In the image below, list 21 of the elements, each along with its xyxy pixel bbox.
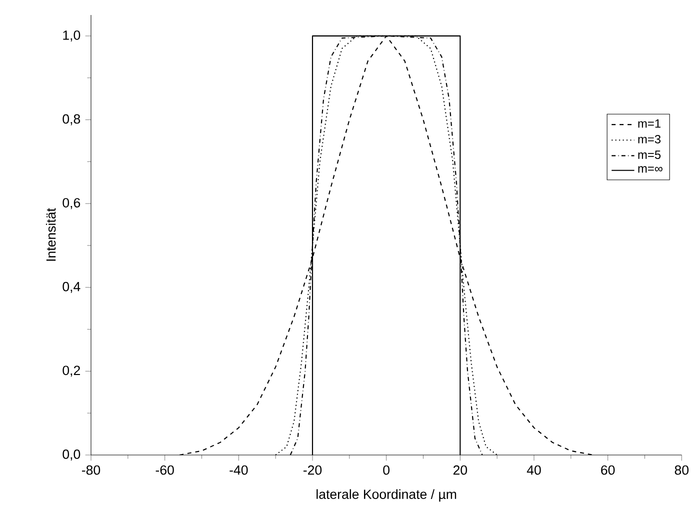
x-tick-label: 0 — [383, 465, 390, 475]
x-tick-label: -40 — [230, 465, 248, 475]
x-tick-label: -20 — [303, 465, 322, 475]
y-tick-label: 0,8 — [62, 114, 80, 126]
x-tick-label: 60 — [601, 465, 615, 475]
legend-label: m=5 — [638, 150, 661, 159]
legend-label: m=1 — [638, 119, 660, 128]
x-tick-label: -60 — [156, 465, 174, 475]
x-tick-label: 40 — [526, 465, 541, 475]
y-axis-title: Intensität — [46, 208, 56, 261]
y-tick-label: 0,2 — [62, 366, 80, 377]
legend-label: m=3 — [638, 134, 661, 144]
x-tick-label: 20 — [453, 465, 468, 475]
x-axis-title: laterale Koordinate / µm — [316, 489, 456, 502]
y-tick-label: 0,4 — [62, 282, 80, 293]
legend-label: m=∞ — [638, 166, 662, 173]
x-tick-label: -80 — [82, 465, 100, 475]
y-tick-label: 0,6 — [62, 198, 80, 210]
x-tick-label: 80 — [674, 465, 689, 475]
y-tick-label: 0,0 — [62, 450, 80, 460]
y-tick-label: 1,0 — [63, 30, 80, 42]
